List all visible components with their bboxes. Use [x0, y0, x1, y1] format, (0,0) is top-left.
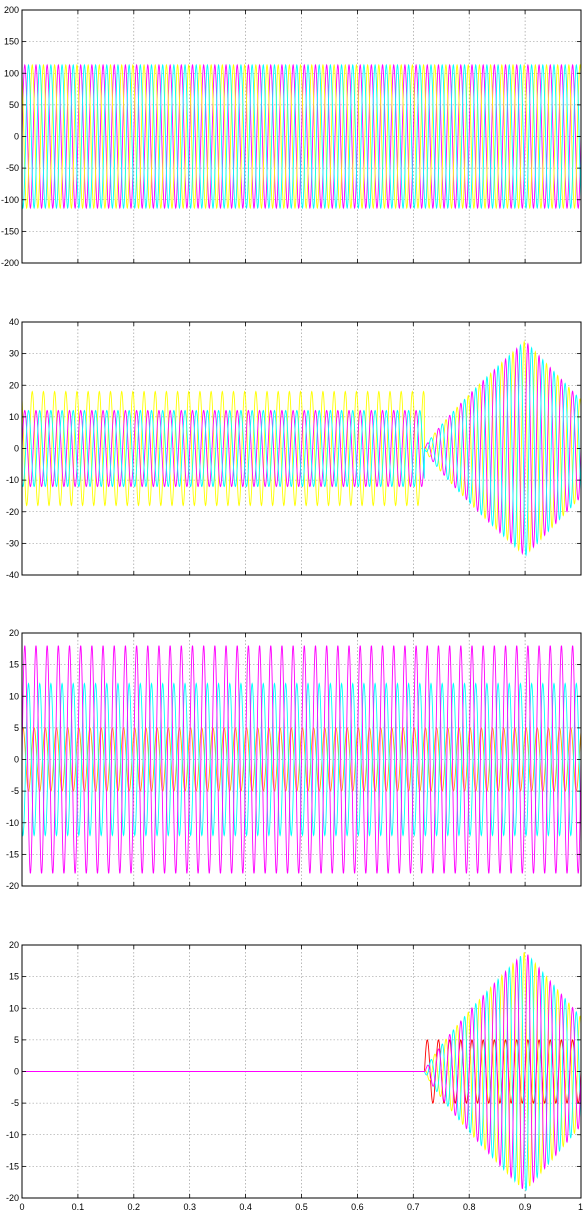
y-tick-label: 15 — [9, 972, 19, 982]
series-trace-3 — [22, 343, 581, 557]
series-trace-2 — [22, 342, 581, 556]
x-tick-label: 0.8 — [463, 1202, 476, 1212]
y-tick-label: -5 — [11, 1098, 19, 1108]
x-tick-label: 0.4 — [239, 1202, 252, 1212]
y-tick-label: -10 — [6, 475, 19, 485]
y-tick-label: -40 — [6, 570, 19, 580]
y-tick-label: -200 — [1, 258, 19, 268]
x-tick-label: 0 — [19, 1202, 24, 1212]
y-tick-label: 10 — [9, 1003, 19, 1013]
x-tick-label: 0.1 — [72, 1202, 85, 1212]
scope-plot-2: 40 30 20 10 0 -10 -20 -30 -40 — [6, 317, 582, 580]
series-trace-4 — [22, 954, 581, 1189]
y-tick-label: -50 — [6, 163, 19, 173]
y-tick-label: 15 — [9, 660, 19, 670]
y-tick-label: 100 — [4, 68, 19, 78]
series-trace-2 — [22, 682, 581, 837]
y-tick-label: 30 — [9, 349, 19, 359]
y-tick-label: -150 — [1, 226, 19, 236]
y-tick-label: -20 — [6, 881, 19, 891]
y-tick-label: -20 — [6, 507, 19, 517]
y-tick-label: -30 — [6, 538, 19, 548]
x-tick-label: 1 — [578, 1202, 583, 1212]
y-tick-label: 10 — [9, 412, 19, 422]
y-tick-label: -15 — [6, 1161, 19, 1171]
y-tick-label: -15 — [6, 849, 19, 859]
y-tick-label: 0 — [14, 1067, 19, 1077]
y-tick-label: 200 — [4, 5, 19, 15]
y-tick-label: 20 — [9, 380, 19, 390]
series-trace-1 — [22, 340, 581, 553]
y-tick-label: 10 — [9, 691, 19, 701]
x-tick-label: 0.6 — [351, 1202, 364, 1212]
y-tick-label: -10 — [6, 1130, 19, 1140]
y-tick-label: 5 — [14, 723, 19, 733]
series-trace-2 — [22, 63, 581, 210]
y-tick-label: -20 — [6, 1193, 19, 1203]
series-trace-1 — [22, 63, 581, 210]
y-tick-label: 20 — [9, 628, 19, 638]
y-tick-label: 0 — [14, 132, 19, 142]
x-tick-label: 0.5 — [295, 1202, 308, 1212]
y-tick-label: 0 — [14, 755, 19, 765]
y-tick-label: -100 — [1, 195, 19, 205]
y-tick-label: 0 — [14, 444, 19, 454]
y-tick-label: -10 — [6, 818, 19, 828]
y-tick-label: 40 — [9, 317, 19, 327]
series-trace-3 — [22, 63, 581, 210]
y-tick-label: 50 — [9, 100, 19, 110]
x-tick-label: 0.2 — [128, 1202, 141, 1212]
scope-plot-3: 20 15 10 5 0 -5 -10 -15 -20 — [6, 628, 582, 891]
y-tick-label: 5 — [14, 1035, 19, 1045]
y-tick-label: 150 — [4, 37, 19, 47]
y-tick-label: 20 — [9, 940, 19, 950]
y-tick-label: -5 — [11, 786, 19, 796]
x-tick-label: 0.3 — [183, 1202, 196, 1212]
scope-plot-1: 200 150 100 50 0 -50 -100 -150 -200 — [1, 5, 582, 268]
x-tick-label: 0.9 — [519, 1202, 532, 1212]
series-trace-3 — [22, 645, 581, 874]
x-tick-label: 0.7 — [407, 1202, 420, 1212]
